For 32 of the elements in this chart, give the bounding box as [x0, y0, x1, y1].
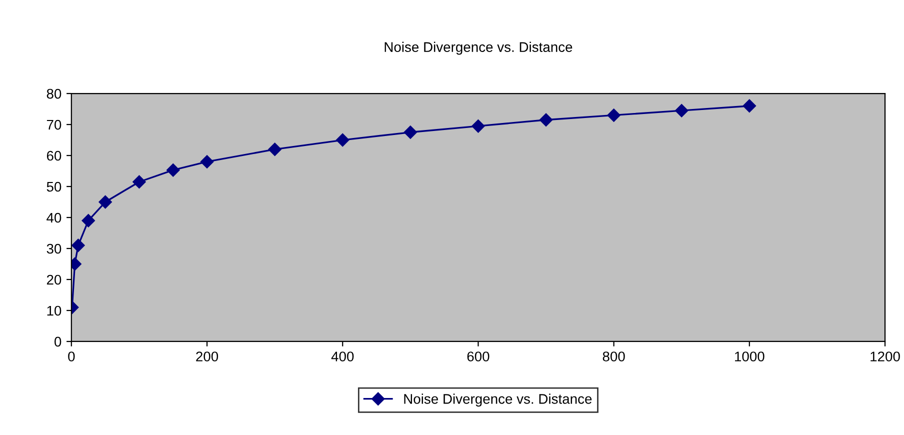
chart-title: Noise Divergence vs. Distance: [384, 42, 572, 55]
point: [166, 163, 180, 177]
point: [132, 175, 146, 188]
point: [472, 119, 485, 133]
x-tick-label: 600: [467, 352, 490, 362]
point: [200, 155, 214, 168]
y-tick-label: 70: [46, 120, 62, 130]
legend-label: Noise Divergence vs. Distance: [404, 394, 592, 407]
point: [268, 142, 282, 156]
x-tick-label: 400: [331, 352, 354, 362]
y-tick-label: 0: [54, 336, 62, 347]
point: [98, 195, 112, 209]
point: [404, 126, 418, 139]
point: [539, 113, 553, 126]
point: [336, 133, 350, 147]
x-tick-label: 1200: [870, 352, 900, 362]
point: [742, 99, 756, 113]
point: [82, 214, 95, 228]
y-tick-label: 40: [46, 212, 62, 223]
y-tick-label: 10: [47, 306, 62, 316]
x-tick-label: 0: [68, 352, 75, 362]
y-tick-label: 20: [46, 274, 62, 285]
y-tick-label: 60: [46, 150, 62, 161]
x-tick-label: 800: [602, 352, 625, 362]
x-tick-label: 1000: [735, 352, 764, 362]
y-tick-label: 50: [46, 182, 62, 192]
point: [675, 104, 688, 118]
x-tick-label: 200: [196, 352, 218, 362]
y-tick-label: 80: [46, 88, 62, 99]
point: [607, 108, 620, 122]
y-tick-label: 30: [46, 244, 62, 254]
point: [72, 238, 85, 252]
